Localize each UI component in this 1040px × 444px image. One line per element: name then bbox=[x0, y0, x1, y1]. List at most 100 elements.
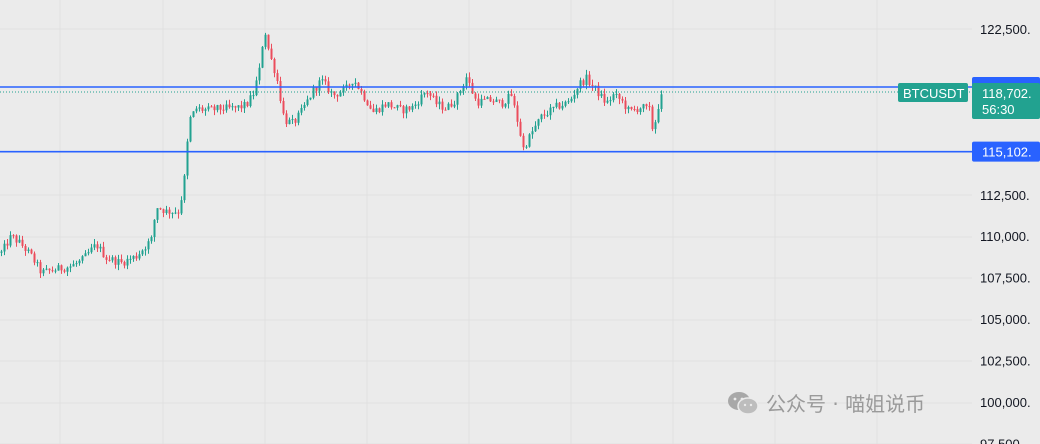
candle bbox=[171, 212, 174, 214]
candle bbox=[39, 262, 42, 274]
candle bbox=[600, 93, 603, 97]
candle bbox=[507, 93, 510, 104]
candle bbox=[381, 104, 384, 113]
candle bbox=[156, 208, 159, 220]
candle bbox=[648, 106, 651, 108]
candle bbox=[201, 107, 204, 111]
candle bbox=[84, 253, 87, 257]
candle bbox=[483, 98, 486, 100]
candle bbox=[309, 97, 312, 100]
candle bbox=[633, 108, 636, 110]
candle bbox=[513, 95, 516, 106]
level-price-label: 115,102. bbox=[982, 145, 1032, 160]
candle bbox=[423, 93, 426, 95]
candle bbox=[474, 93, 477, 99]
candle bbox=[153, 219, 156, 238]
candle bbox=[441, 101, 444, 110]
candle bbox=[42, 269, 45, 274]
candle bbox=[426, 93, 429, 95]
candle bbox=[246, 102, 249, 107]
candle bbox=[123, 261, 126, 266]
candle bbox=[291, 119, 294, 121]
candle bbox=[411, 105, 414, 110]
candle bbox=[645, 104, 648, 107]
y-tick-label: 105,000. bbox=[980, 312, 1031, 327]
candle bbox=[408, 106, 411, 110]
candle bbox=[516, 105, 519, 122]
candle bbox=[213, 106, 216, 111]
candle bbox=[33, 253, 36, 263]
candle bbox=[285, 113, 288, 125]
candle bbox=[597, 85, 600, 97]
candle bbox=[297, 112, 300, 123]
candle bbox=[537, 119, 540, 126]
candle bbox=[366, 100, 369, 106]
last-price-tag bbox=[972, 82, 1040, 119]
candle bbox=[354, 82, 357, 84]
candle bbox=[651, 106, 654, 130]
candle bbox=[249, 95, 252, 107]
candle bbox=[159, 208, 162, 210]
candle bbox=[252, 95, 255, 97]
candle bbox=[150, 237, 153, 242]
candle bbox=[492, 101, 495, 103]
candle bbox=[318, 80, 321, 91]
y-tick-label: 102,500. bbox=[980, 354, 1031, 369]
candle bbox=[273, 58, 276, 74]
candle bbox=[3, 243, 6, 252]
candle bbox=[606, 100, 609, 103]
candle bbox=[630, 106, 633, 109]
candle bbox=[330, 91, 333, 93]
candle bbox=[573, 94, 576, 99]
candle bbox=[30, 249, 33, 254]
candle bbox=[45, 268, 48, 270]
candle bbox=[240, 105, 243, 109]
candle bbox=[558, 102, 561, 109]
candle bbox=[525, 146, 528, 148]
candle bbox=[174, 212, 177, 214]
candle bbox=[105, 257, 108, 260]
candle bbox=[486, 97, 489, 100]
candle bbox=[195, 108, 198, 112]
last-price-label: 118,702. bbox=[982, 86, 1032, 101]
candle bbox=[582, 80, 585, 85]
level-price-tag bbox=[972, 141, 1040, 162]
candle bbox=[231, 106, 234, 108]
candle bbox=[66, 267, 69, 272]
candle bbox=[480, 98, 483, 106]
candle bbox=[126, 258, 129, 266]
candle bbox=[522, 135, 525, 148]
candle bbox=[468, 77, 471, 83]
candle bbox=[165, 209, 168, 213]
candle bbox=[24, 245, 27, 251]
candle bbox=[339, 92, 342, 97]
candle bbox=[348, 84, 351, 86]
candle bbox=[567, 101, 570, 103]
candle bbox=[624, 100, 627, 110]
candle bbox=[432, 95, 435, 97]
candle bbox=[303, 104, 306, 108]
candle bbox=[51, 270, 54, 272]
candle bbox=[282, 100, 285, 114]
candle bbox=[258, 67, 261, 81]
candle bbox=[498, 99, 501, 101]
candle bbox=[603, 93, 606, 103]
candle bbox=[564, 101, 567, 106]
candle bbox=[177, 212, 180, 214]
candle bbox=[315, 87, 318, 91]
candle bbox=[477, 98, 480, 106]
candle bbox=[642, 104, 645, 109]
candle bbox=[534, 125, 537, 132]
candle bbox=[543, 114, 546, 116]
candle bbox=[162, 209, 165, 213]
candle bbox=[396, 105, 399, 108]
candle bbox=[585, 74, 588, 85]
candle bbox=[99, 246, 102, 249]
candle bbox=[495, 99, 498, 103]
candle bbox=[657, 108, 660, 123]
candle bbox=[18, 239, 21, 243]
candle bbox=[168, 209, 171, 214]
candle bbox=[96, 244, 99, 249]
